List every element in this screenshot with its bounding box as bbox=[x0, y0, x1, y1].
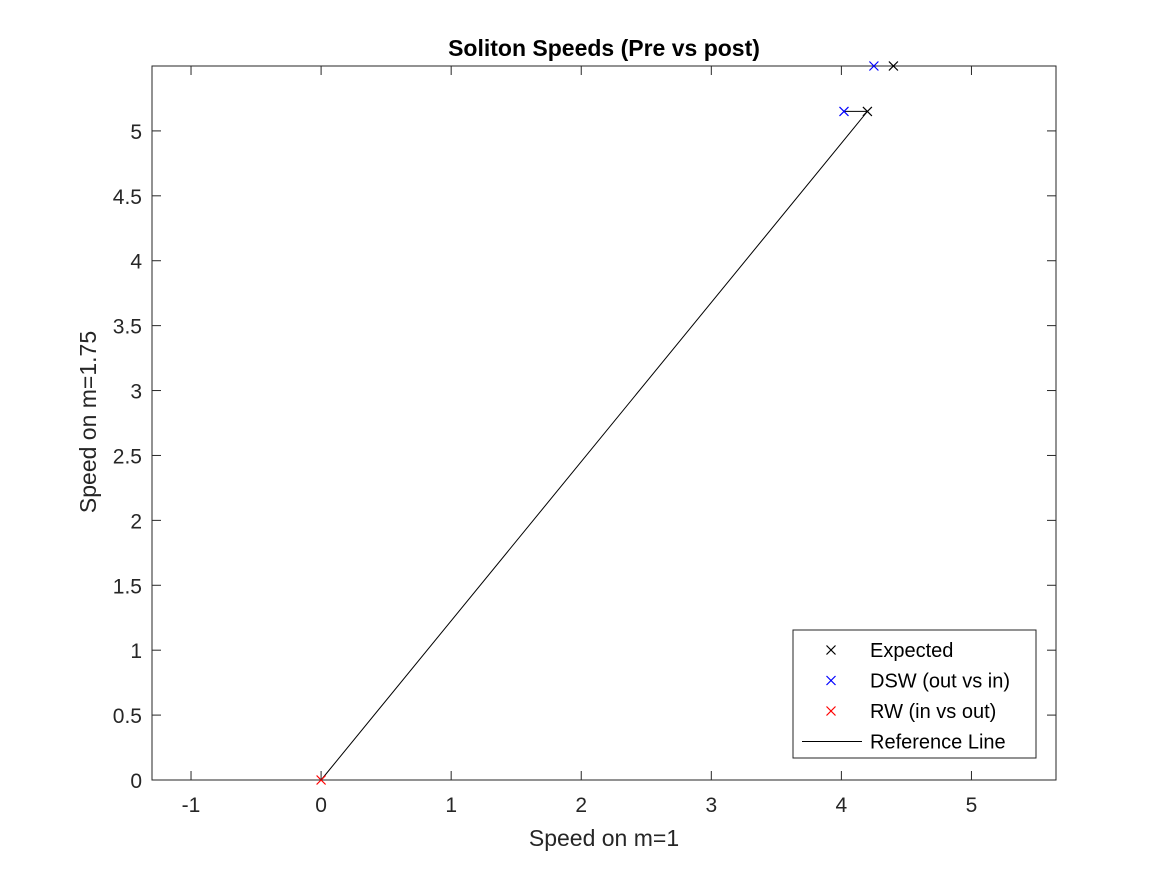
data-point-marker-stroke-b bbox=[862, 106, 873, 117]
legend-label: Expected bbox=[870, 640, 953, 662]
legend-marker-swatch-stroke-b bbox=[826, 706, 836, 716]
legend-label: Reference Line bbox=[870, 732, 1006, 754]
legend-label: RW (in vs out) bbox=[870, 701, 996, 723]
y-tick-label: 1 bbox=[130, 640, 142, 663]
legend-marker-swatch bbox=[826, 645, 836, 655]
y-axis-label: Speed on m=1.75 bbox=[75, 331, 101, 513]
data-point-marker-stroke-b bbox=[839, 106, 849, 117]
legend-box bbox=[792, 629, 1037, 759]
y-tick-label: 3 bbox=[130, 381, 142, 404]
y-tick-label: 5 bbox=[130, 121, 142, 144]
y-tick-label: 0.5 bbox=[113, 705, 142, 728]
axis-ticks: -1 0 1 2 3 4 5 0 0.5 1 1.5 2 2.5 3 3.5 4 4.5 5 bbox=[113, 66, 1056, 817]
y-tick-label: 1.5 bbox=[113, 575, 142, 598]
data-point-marker bbox=[862, 106, 873, 117]
chart-title: Soliton Speeds (Pre vs post) bbox=[448, 35, 760, 61]
legend: Expected DSW (out vs in) RW (in vs out) Ref… bbox=[792, 629, 1037, 759]
x-tick-label: 4 bbox=[836, 794, 848, 817]
y-tick-label: 2 bbox=[130, 510, 142, 533]
data-point-marker bbox=[888, 61, 899, 71]
plot-area bbox=[151, 61, 1057, 785]
legend-marker-swatch bbox=[826, 706, 836, 716]
y-tick-label: 2.5 bbox=[113, 445, 142, 468]
legend-marker-swatch bbox=[826, 675, 836, 686]
x-tick-label: 3 bbox=[705, 794, 717, 817]
data-point-marker-stroke-b bbox=[868, 61, 879, 71]
legend-label: DSW (out vs in) bbox=[870, 671, 1010, 693]
x-tick-label: 2 bbox=[575, 794, 587, 817]
x-tick-label: -1 bbox=[182, 794, 201, 817]
reference-line bbox=[320, 110, 869, 781]
x-axis-label: Speed on m=1 bbox=[529, 825, 679, 851]
x-tick-label: 0 bbox=[315, 794, 327, 817]
y-tick-label: 3.5 bbox=[113, 316, 142, 339]
y-tick-label: 4.5 bbox=[113, 186, 142, 209]
x-tick-label: 5 bbox=[966, 794, 978, 817]
data-point-marker bbox=[839, 106, 849, 117]
legend-marker-swatch-stroke-b bbox=[826, 675, 836, 686]
x-tick-label: 1 bbox=[445, 794, 457, 817]
y-tick-label: 4 bbox=[130, 251, 142, 274]
data-point-marker-stroke-b bbox=[888, 61, 899, 71]
y-tick-label: 0 bbox=[130, 770, 142, 793]
axes-box bbox=[151, 65, 1057, 781]
legend-marker-swatch-stroke-b bbox=[826, 645, 836, 655]
data-point-marker bbox=[868, 61, 879, 71]
